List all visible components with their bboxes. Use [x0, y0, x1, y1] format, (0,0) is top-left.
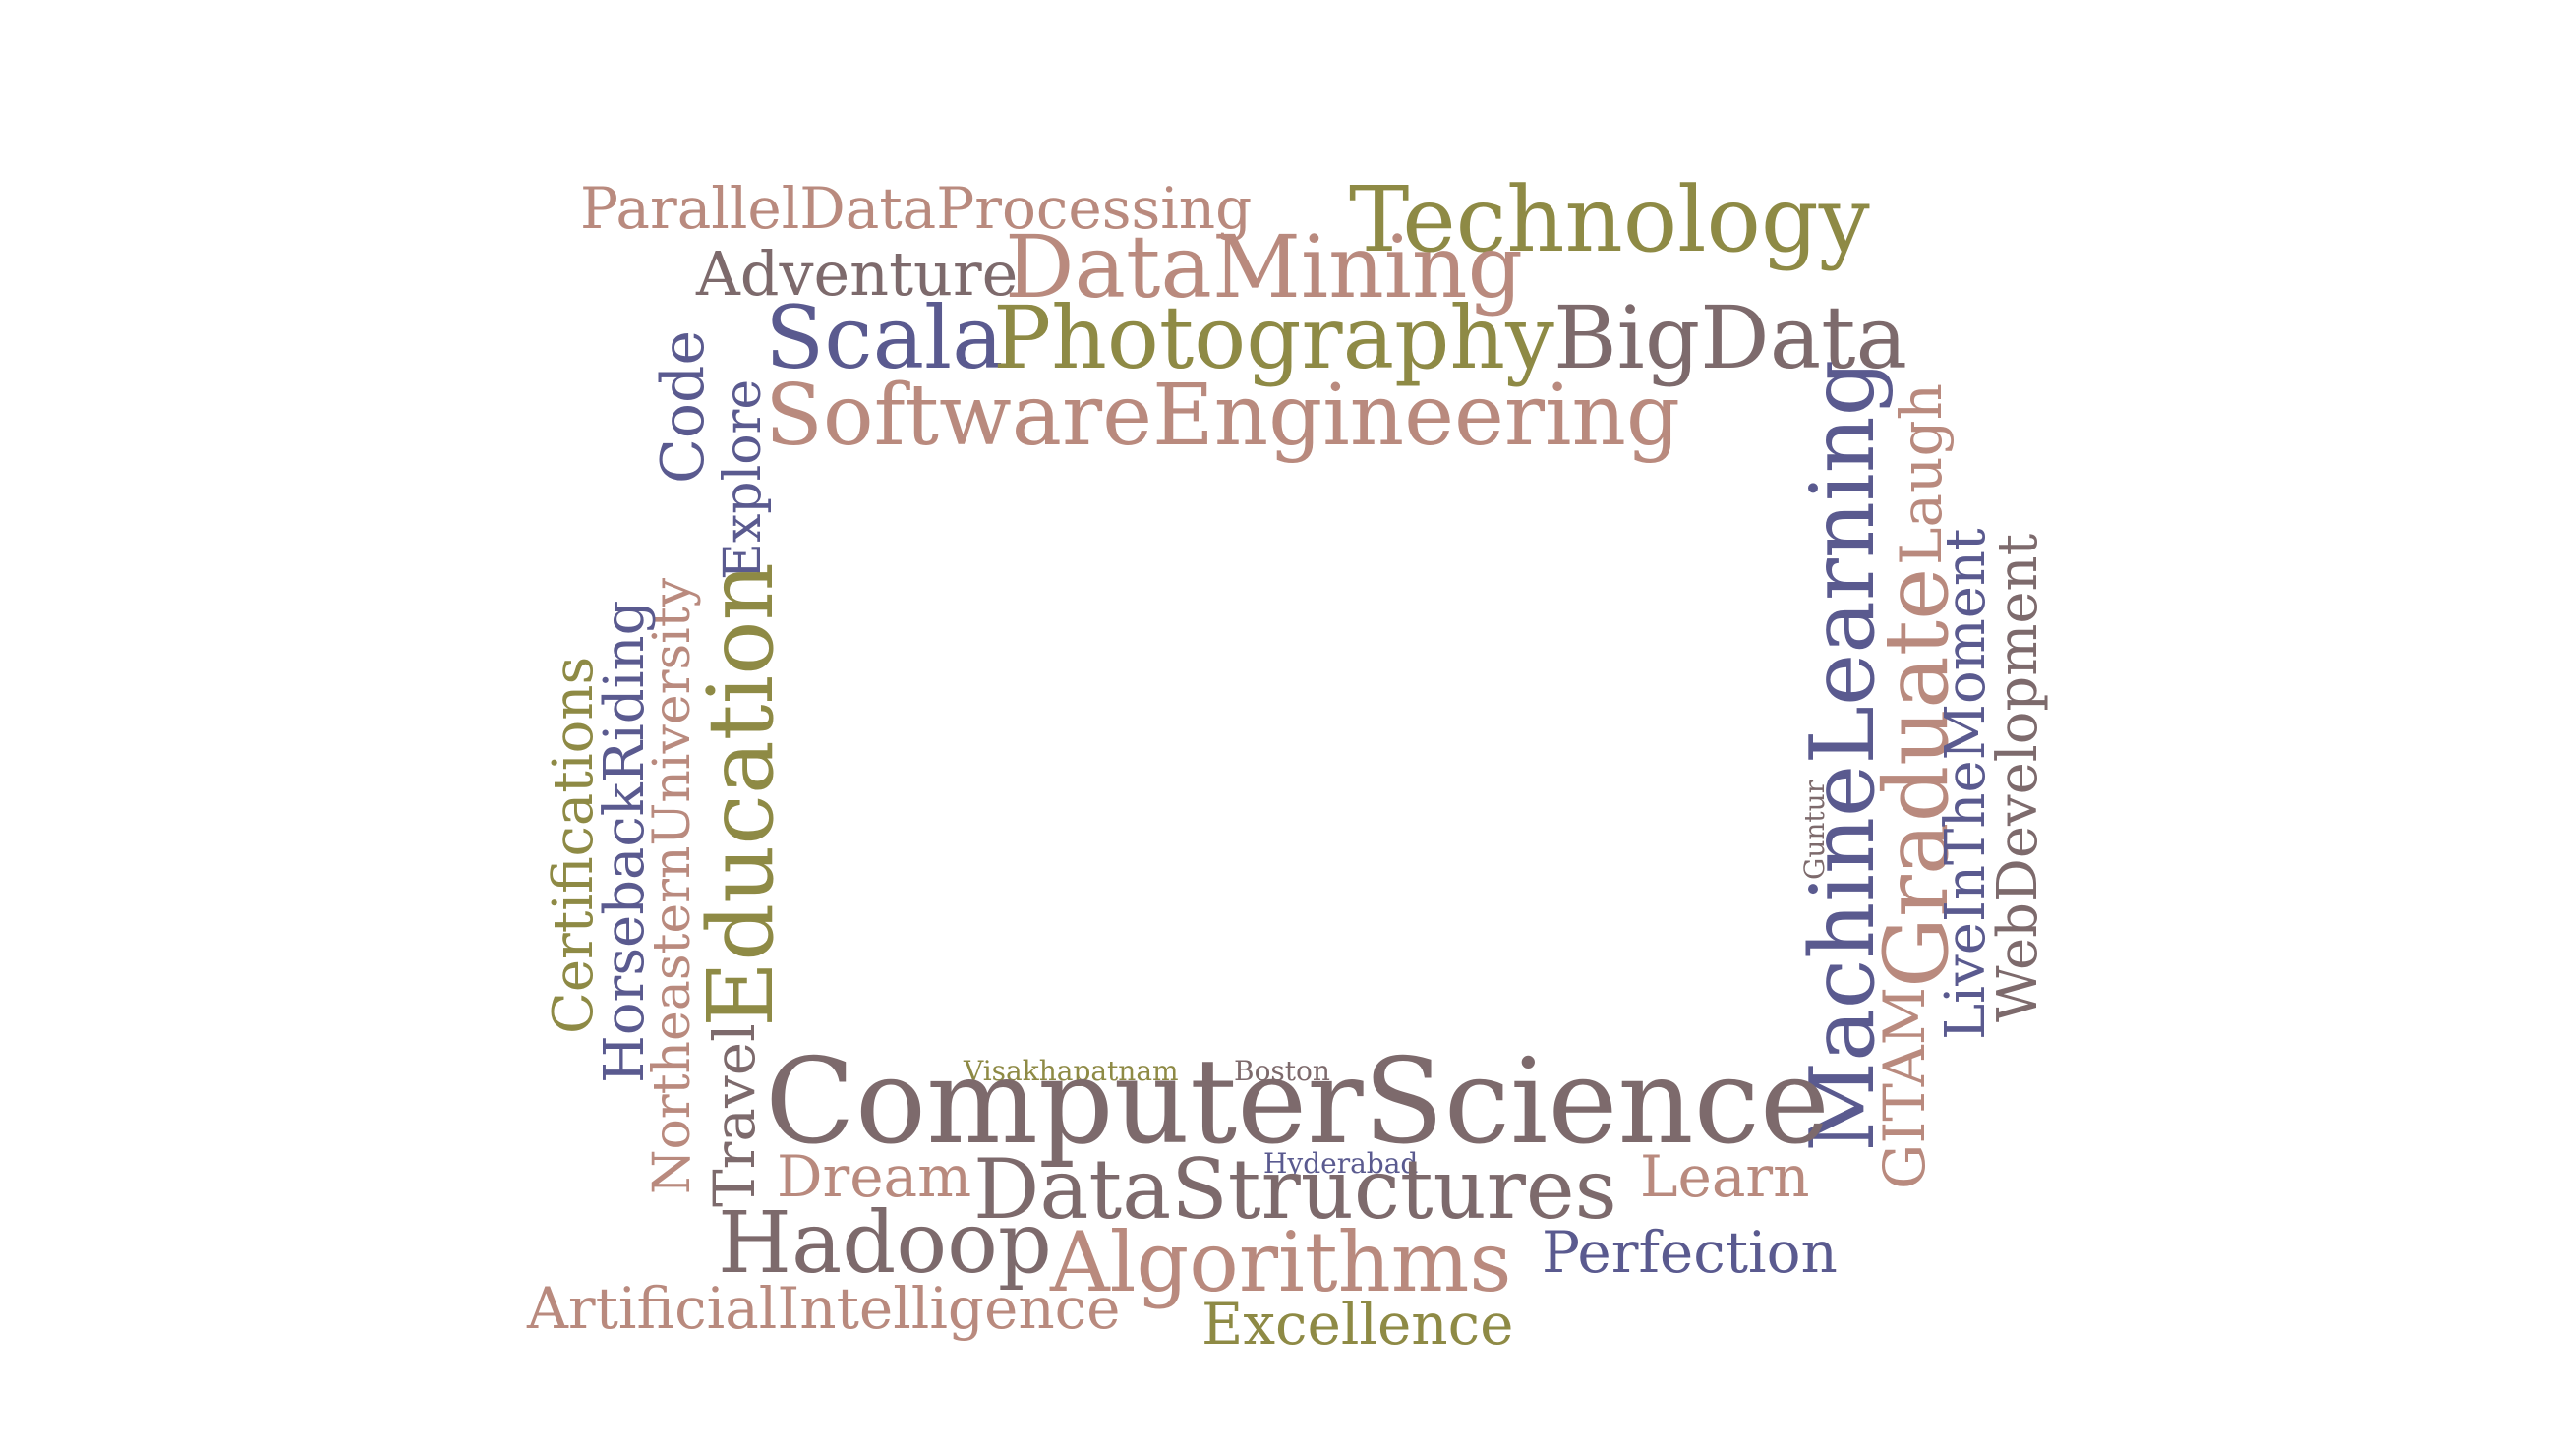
word-visakhapatnam: Visakhapatnam	[964, 1055, 1179, 1087]
word-boston: Boston	[1234, 1055, 1330, 1087]
word-software-engineering: SoftwareEngineering	[765, 367, 1680, 465]
word-parallel-data-processing: ParallelDataProcessing	[580, 175, 1253, 242]
word-travel: Travel	[701, 1023, 768, 1207]
word-education: Education	[688, 562, 793, 1027]
word-gitam: GITAM	[1871, 986, 1938, 1189]
word-hadoop: Hadoop	[718, 1194, 1052, 1293]
word-computer-science: ComputerScience	[765, 1034, 1830, 1171]
word-hyderabad: Hyderabad	[1263, 1147, 1419, 1180]
word-photography: Photography	[993, 287, 1554, 388]
word-certifications: Certifications	[542, 656, 606, 1034]
word-scala: Scala	[765, 287, 1004, 388]
word-dream: Dream	[777, 1143, 972, 1210]
word-guntur: Guntur	[1798, 780, 1831, 880]
word-data-structures: DataStructures	[973, 1141, 1617, 1238]
word-adventure: Adventure	[696, 238, 1019, 310]
word-learn: Learn	[1640, 1143, 1810, 1210]
word-data-mining: DataMining	[1005, 216, 1523, 318]
word-algorithms: Algorithms	[1050, 1214, 1512, 1310]
word-perfection: Perfection	[1542, 1219, 1838, 1286]
word-big-data: BigData	[1553, 287, 1907, 388]
word-technology: Technology	[1349, 167, 1870, 272]
word-code: Code	[649, 330, 718, 484]
word-horseback-riding: HorsebackRiding	[593, 600, 657, 1083]
word-explore: Explore	[714, 378, 773, 580]
word-artificial-intelligence: ArtificialIntelligence	[527, 1275, 1121, 1342]
word-excellence: Excellence	[1201, 1291, 1514, 1358]
word-web-development: WebDevelopment	[1986, 533, 2050, 1022]
